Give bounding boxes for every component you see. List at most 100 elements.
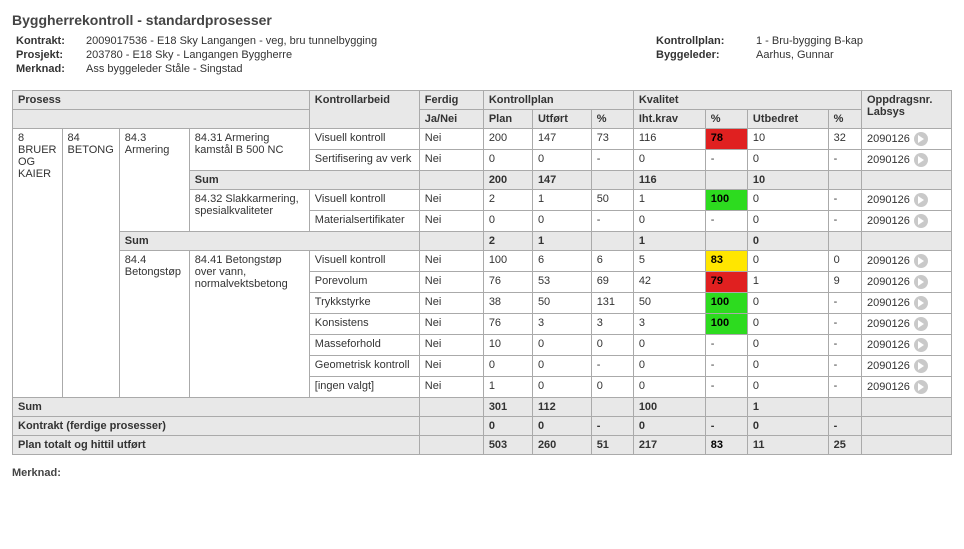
cell-utb: 0: [747, 251, 828, 272]
col-kontrollarbeid: Kontrollarbeid: [309, 91, 419, 129]
cell-kpct: -: [705, 150, 747, 171]
arrow-icon: [914, 214, 928, 228]
cell-utb: 10: [747, 129, 828, 150]
cell-utfort: 147: [532, 129, 591, 150]
cell-ferdig: Nei: [419, 190, 483, 211]
cell-kpct: -: [705, 211, 747, 232]
kontrakt-label: Kontrakt:: [12, 34, 82, 48]
cell-iht: 0: [633, 335, 705, 356]
cell-kpct: 79: [705, 272, 747, 293]
kontrakt-value: 2009017536 - E18 Sky Langangen - veg, br…: [82, 34, 512, 48]
col-ferdig: Ferdig: [419, 91, 483, 110]
cell-utb: 1: [747, 272, 828, 293]
cell-pct: 131: [591, 293, 633, 314]
cell-arbeid: Konsistens: [309, 314, 419, 335]
cell-arbeid: Visuell kontroll: [309, 190, 419, 211]
col-kvalitet: Kvalitet: [633, 91, 861, 110]
cell-arbeid: Visuell kontroll: [309, 251, 419, 272]
cell-iht: 1: [633, 190, 705, 211]
labsys-link[interactable]: 2090126: [862, 150, 952, 171]
sum-label: Sum: [13, 398, 420, 417]
col-utbedret: Utbedret: [747, 110, 828, 129]
cell-kpct: 100: [705, 190, 747, 211]
cell-arbeid: Visuell kontroll: [309, 129, 419, 150]
cell-ferdig: Nei: [419, 356, 483, 377]
labsys-link[interactable]: 2090126: [862, 251, 952, 272]
sum-label: Sum: [189, 171, 419, 190]
cell-ferdig: Nei: [419, 251, 483, 272]
cell-kpct: 100: [705, 293, 747, 314]
labsys-link[interactable]: 2090126: [862, 272, 952, 293]
arrow-icon: [914, 193, 928, 207]
col-kontrollplan: Kontrollplan: [483, 91, 633, 110]
cell-iht: 5: [633, 251, 705, 272]
cell-plan: 0: [483, 211, 532, 232]
cell-utb: 0: [747, 190, 828, 211]
arrow-icon: [914, 153, 928, 167]
arrow-icon: [914, 296, 928, 310]
col-upct: %: [828, 110, 861, 129]
merknad-value: Ass byggeleder Ståle - Singstad: [82, 62, 512, 76]
cell-arbeid: Trykkstyrke: [309, 293, 419, 314]
kontrollplan-value: 1 - Bru-bygging B-kap: [752, 34, 867, 48]
labsys-link[interactable]: 2090126: [862, 211, 952, 232]
byggeleder-label: Byggeleder:: [652, 48, 752, 62]
cell-ferdig: Nei: [419, 335, 483, 356]
labsys-link[interactable]: 2090126: [862, 293, 952, 314]
labsys-link[interactable]: 2090126: [862, 129, 952, 150]
cell-kpct: 78: [705, 129, 747, 150]
cell-kpct: 100: [705, 314, 747, 335]
labsys-link[interactable]: 2090126: [862, 190, 952, 211]
cell-pct: 73: [591, 129, 633, 150]
cell-iht: 116: [633, 129, 705, 150]
footnote: Merknad:: [12, 467, 952, 479]
labsys-link[interactable]: 2090126: [862, 377, 952, 398]
proc-g1: 84.3Armering: [119, 129, 189, 232]
cell-utfort: 6: [532, 251, 591, 272]
cell-ferdig: Nei: [419, 314, 483, 335]
cell-plan: 76: [483, 314, 532, 335]
cell-arbeid: Porevolum: [309, 272, 419, 293]
cell-iht: 3: [633, 314, 705, 335]
arrow-icon: [914, 380, 928, 394]
cell-ferdig: Nei: [419, 377, 483, 398]
total-row: Plan totalt og hittil utført 503 260 51 …: [13, 436, 952, 455]
arrow-icon: [914, 359, 928, 373]
cell-arbeid: [ingen valgt]: [309, 377, 419, 398]
cell-upct: -: [828, 211, 861, 232]
cell-plan: 200: [483, 129, 532, 150]
proc-g2: 84.4Betongstøp: [119, 251, 189, 398]
byggeleder-value: Aarhus, Gunnar: [752, 48, 867, 62]
cell-utb: 0: [747, 335, 828, 356]
cell-utb: 0: [747, 314, 828, 335]
cell-upct: -: [828, 314, 861, 335]
cell-plan: 2: [483, 190, 532, 211]
cell-pct: 50: [591, 190, 633, 211]
arrow-icon: [914, 338, 928, 352]
arrow-icon: [914, 317, 928, 331]
cell-kpct: -: [705, 335, 747, 356]
col-kpct: %: [705, 110, 747, 129]
cell-plan: 100: [483, 251, 532, 272]
labsys-link[interactable]: 2090126: [862, 314, 952, 335]
cell-upct: -: [828, 150, 861, 171]
cell-arbeid: Materialsertifikater: [309, 211, 419, 232]
arrow-icon: [914, 132, 928, 146]
proc-l2: 84BETONG: [62, 129, 119, 398]
cell-upct: 0: [828, 251, 861, 272]
cell-iht: 42: [633, 272, 705, 293]
cell-plan: 1: [483, 377, 532, 398]
cell-pct: 69: [591, 272, 633, 293]
cell-utfort: 0: [532, 150, 591, 171]
cell-iht: 0: [633, 356, 705, 377]
cell-utfort: 53: [532, 272, 591, 293]
prosjekt-value: 203780 - E18 Sky - Langangen Byggherre: [82, 48, 512, 62]
labsys-link[interactable]: 2090126: [862, 356, 952, 377]
cell-pct: -: [591, 356, 633, 377]
labsys-link[interactable]: 2090126: [862, 335, 952, 356]
cell-arbeid: Geometrisk kontroll: [309, 356, 419, 377]
cell-iht: 50: [633, 293, 705, 314]
cell-kpct: -: [705, 356, 747, 377]
cell-ferdig: Nei: [419, 211, 483, 232]
prosjekt-label: Prosjekt:: [12, 48, 82, 62]
